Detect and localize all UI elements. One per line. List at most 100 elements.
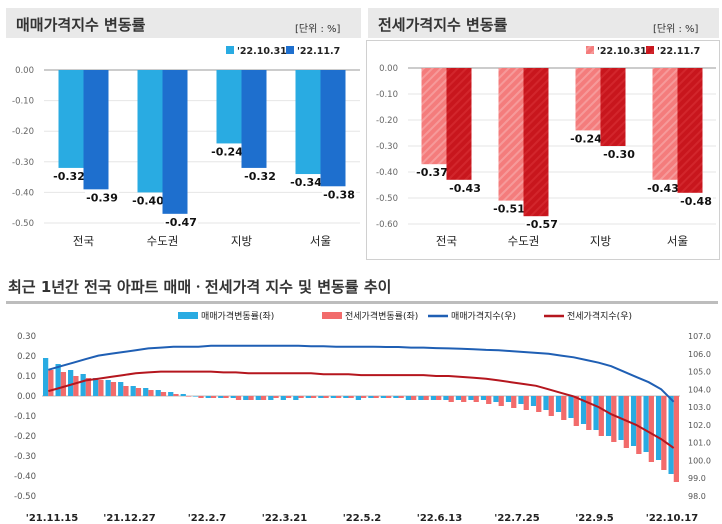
bar-jeonse-change (473, 396, 479, 402)
bar-sale-change (543, 396, 549, 410)
jeonse-change-bar-chart: 0.00-0.10-0.20-0.30-0.40-0.50-0.60-0.37-… (376, 46, 716, 248)
y-right-tick-label: 104.0 (688, 385, 711, 394)
bar-sale-change (330, 396, 336, 398)
bar-jeonse-change (173, 394, 179, 396)
y-tick-label: -0.50 (12, 219, 34, 229)
bar-sale-change (155, 390, 161, 396)
legend-label: 매매가격변동률(좌) (201, 310, 274, 322)
x-tick-label: '21.11.15 (26, 513, 78, 524)
y-right-tick-label: 105.0 (688, 368, 711, 377)
bar-sale-change (405, 396, 412, 400)
bar-sale-change (368, 396, 374, 398)
bar-sale-change (418, 396, 424, 400)
y-left-tick-label: -0.30 (14, 452, 36, 462)
data-label-bg (448, 181, 482, 195)
data-label: -0.24 (211, 145, 243, 158)
line-jeonse-index (48, 370, 675, 449)
bar-sale-change (530, 396, 537, 406)
bar-jeonse-change (185, 396, 192, 397)
bar-jeonse-change (536, 396, 542, 412)
y-tick-label: -0.30 (12, 158, 34, 168)
y-right-tick-label: 100.0 (688, 456, 711, 465)
bar-sale-change (318, 396, 324, 398)
bar-sale-change (455, 396, 462, 400)
bar-sale-change (555, 396, 562, 412)
bar-jeonse-change (148, 390, 154, 396)
bar-sale-change (443, 396, 449, 400)
data-label: -0.37 (416, 166, 448, 179)
chart1-title: 매매가격지수 변동률 (16, 16, 146, 34)
data-label: -0.47 (165, 216, 197, 229)
bar-sale-change (380, 396, 387, 398)
y-right-tick-label: 103.0 (688, 403, 711, 412)
data-label: -0.43 (647, 182, 679, 195)
data-label: -0.34 (290, 176, 322, 189)
data-label-bg (52, 169, 86, 183)
y-tick-label: -0.30 (376, 142, 398, 152)
bar-c2-s0 (575, 68, 601, 131)
category-label: 수도권 (508, 234, 540, 248)
bar-jeonse-change (498, 396, 504, 406)
y-right-tick-label: 98.0 (688, 492, 706, 501)
bar-sale-change (80, 374, 86, 396)
bar-sale-change (630, 396, 637, 446)
x-tick-label: '21.12.27 (103, 513, 155, 524)
bar-sale-change (480, 396, 487, 400)
bar-jeonse-change (123, 386, 129, 396)
bar-jeonse-change (436, 396, 442, 400)
y-tick-label: -0.20 (376, 116, 398, 126)
y-tick-label: -0.40 (376, 168, 398, 178)
bar-sale-change (55, 364, 61, 396)
bar-jeonse-change (85, 378, 92, 396)
bar-c2-s0 (421, 68, 447, 165)
panel-border-right (366, 40, 720, 260)
bar-c2-s1 (600, 68, 626, 146)
bar-sale-change (280, 396, 286, 400)
bar-jeonse-change (423, 396, 429, 400)
bar-jeonse-change (598, 396, 604, 436)
bar-sale-change (493, 396, 499, 402)
y-tick-label: -0.10 (12, 97, 34, 107)
y-left-tick-label: -0.10 (14, 412, 36, 422)
legend-swatch (178, 312, 198, 319)
chart2-title: 전세가격지수 변동률 (378, 16, 508, 34)
y-right-tick-label: 106.0 (688, 350, 711, 359)
data-label-bg (602, 148, 636, 161)
panel-title-jeonse (368, 8, 719, 38)
legend-label: 전세가격지수(우) (567, 310, 632, 322)
bar-jeonse-change (223, 396, 229, 398)
y-right-tick-label: 99.0 (688, 474, 706, 483)
bar-jeonse-change (310, 396, 317, 398)
data-label: -0.32 (244, 170, 276, 183)
bar-c2-s0 (652, 68, 678, 180)
bar-c1-s1 (241, 70, 267, 168)
y-tick-label: 0.00 (379, 64, 398, 74)
data-label-bg (415, 166, 449, 180)
x-tick-label: '22.6.13 (417, 513, 462, 524)
category-label: 수도권 (147, 234, 179, 248)
y-tick-label: -0.60 (376, 220, 398, 230)
data-label-bg (210, 145, 244, 159)
bar-jeonse-change (648, 396, 654, 462)
bar-sale-change (593, 396, 599, 430)
bar-jeonse-change (348, 396, 354, 398)
line-sale-index (48, 344, 675, 403)
bar-jeonse-change (586, 396, 592, 430)
trend-combo-chart: 0.30 0.20 0.10 0.00 -0.10 -0.20 -0.30 -0.40 -0.5… (14, 310, 711, 524)
category-label: 지방 (231, 234, 253, 248)
y-tick-label: -0.10 (376, 90, 398, 100)
bar-sale-change (118, 382, 124, 396)
bar-sale-change (68, 370, 74, 396)
legend-label: 전세가격변동률(좌) (345, 310, 418, 322)
y-right-tick-label: 102.0 (688, 421, 711, 430)
bar-jeonse-change (260, 396, 267, 400)
bar-jeonse-change (636, 396, 642, 454)
bar-jeonse-change (110, 382, 117, 396)
legend-swatch (226, 46, 234, 54)
legend-label: '22.11.7 (297, 46, 340, 57)
panel-title-sale (6, 8, 361, 38)
bar-sale-change (468, 396, 474, 400)
y-tick-label: 0.00 (15, 66, 34, 76)
bar-sale-change (518, 396, 524, 404)
data-label-bg (322, 188, 356, 202)
